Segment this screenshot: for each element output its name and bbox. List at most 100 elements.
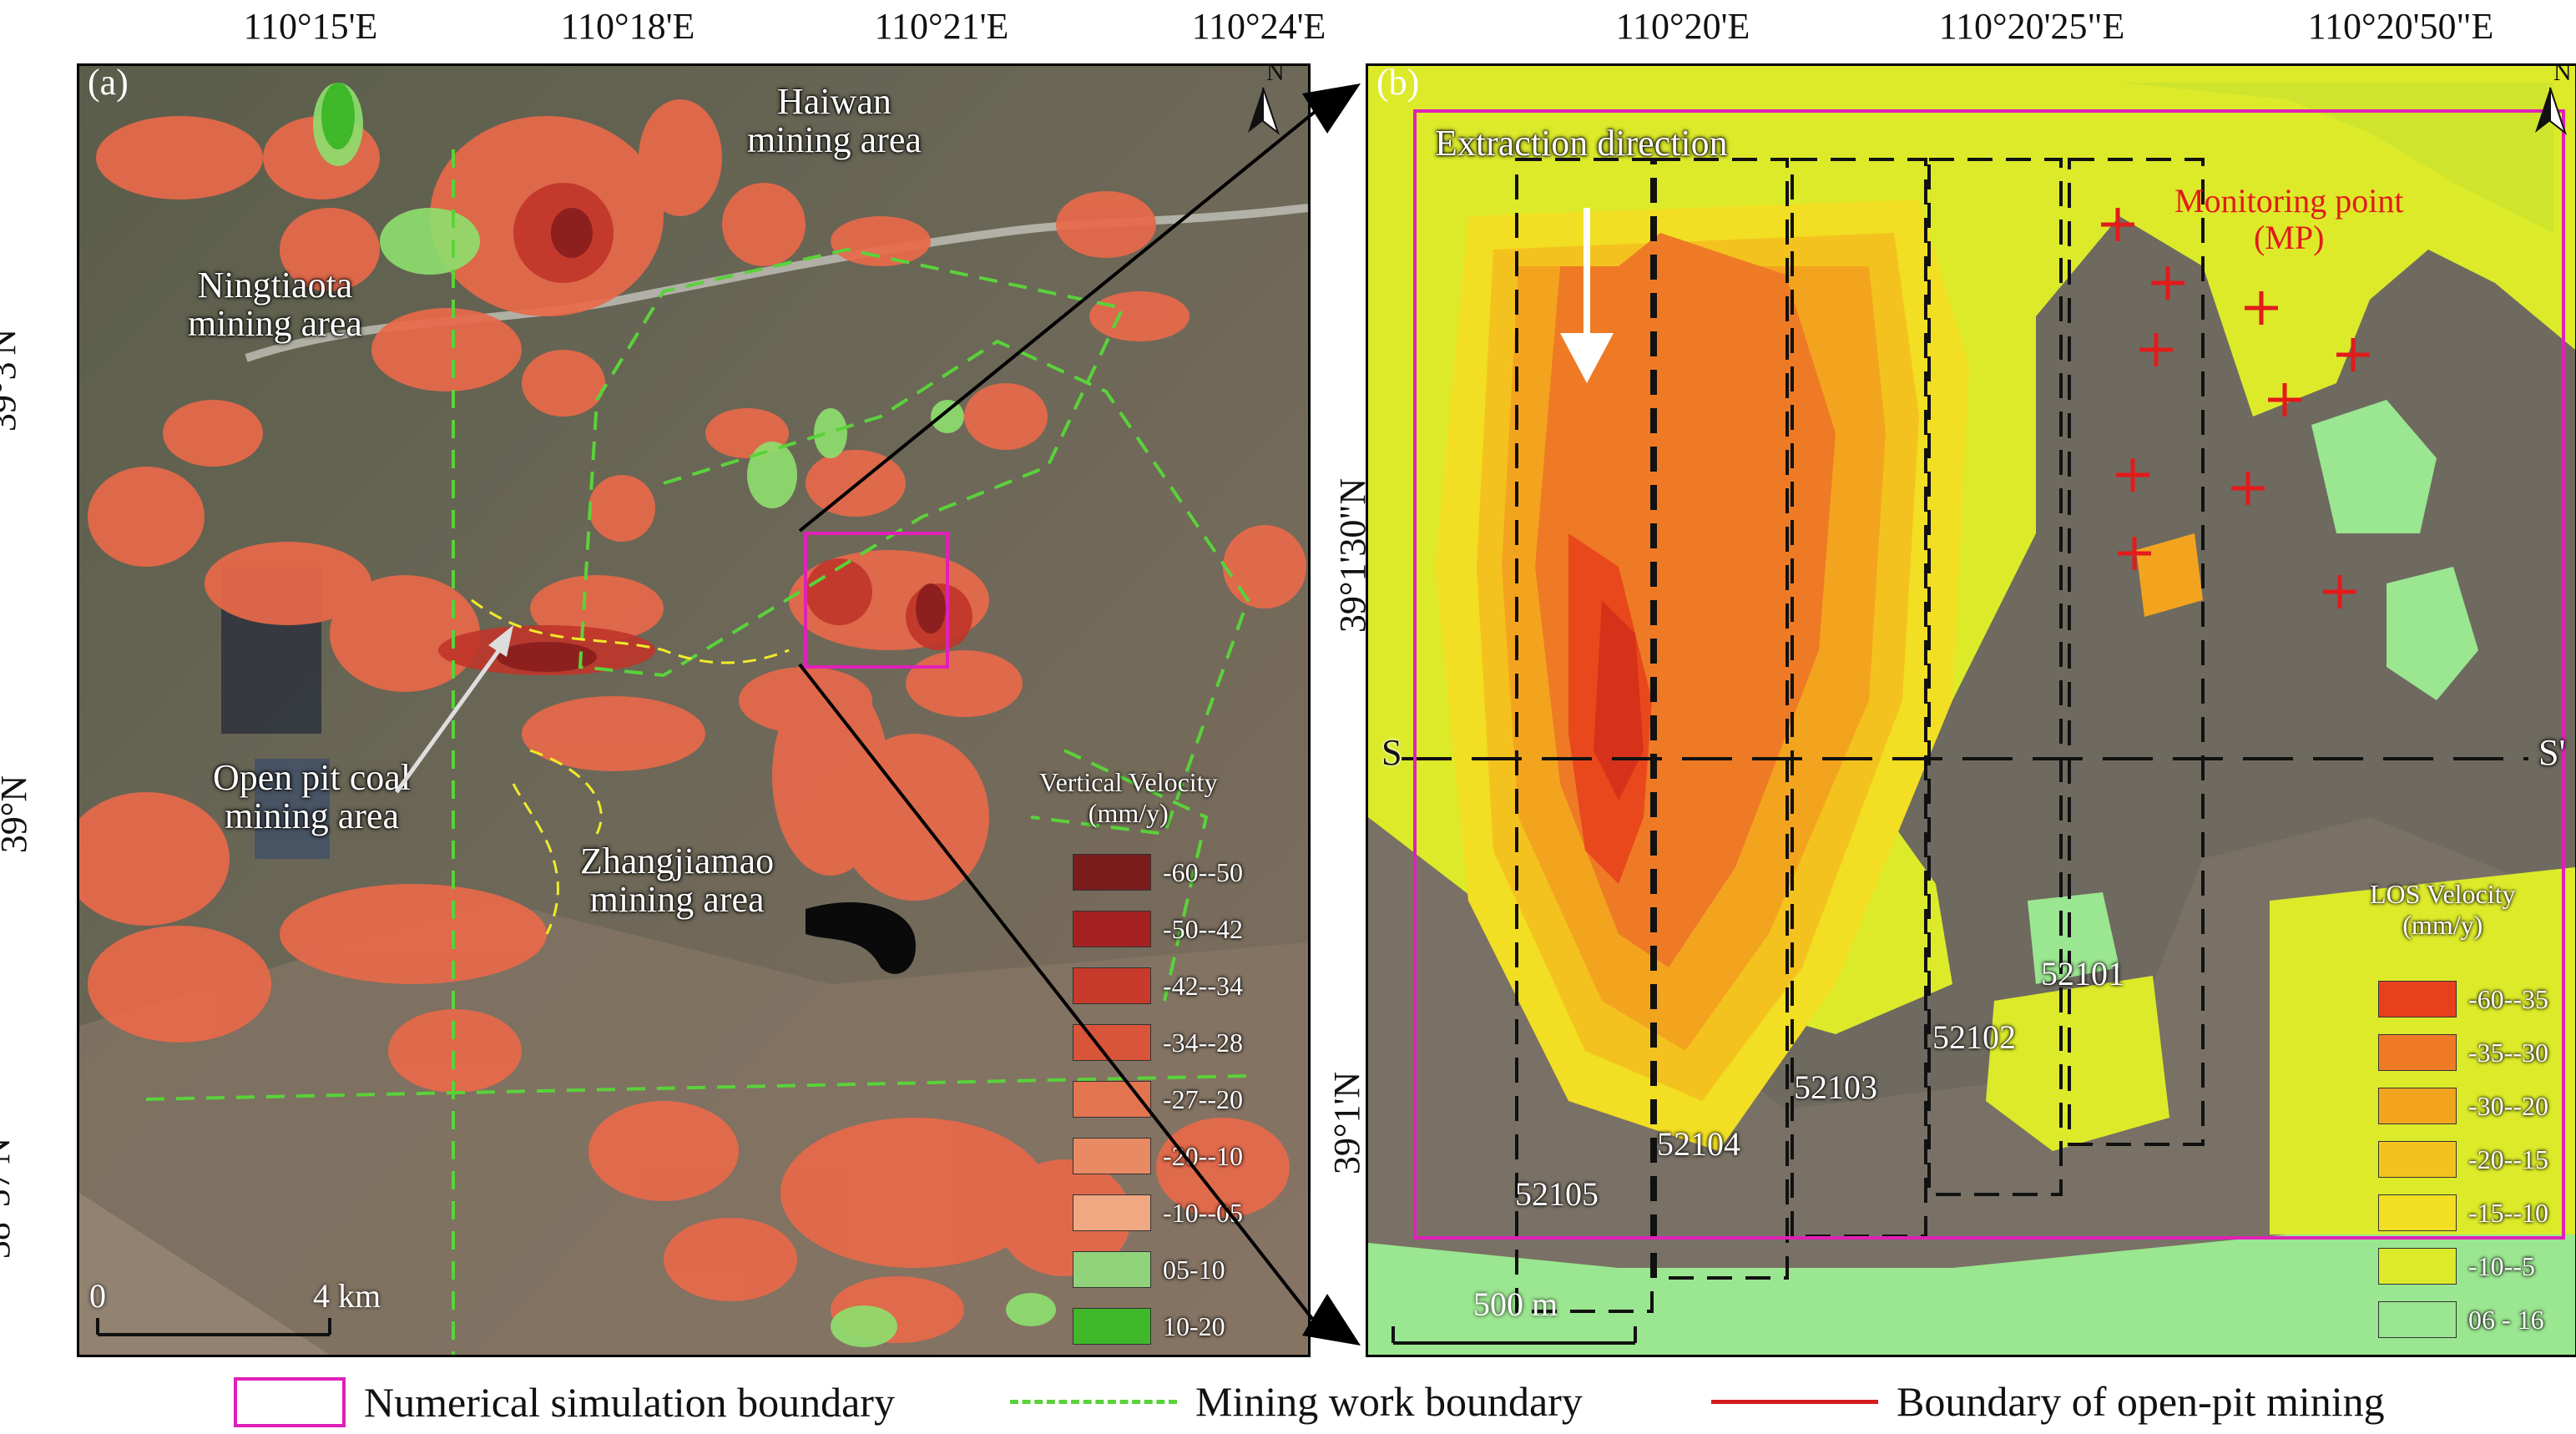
panel-a-legend-item: -20--10 [1073,1138,1243,1174]
panel-a-legend-swatch [1073,1308,1151,1345]
panel-b-legend-item: -15--10 [2378,1194,2548,1231]
working-faces [1515,158,2205,1313]
mining-work-boundary [145,149,1250,1355]
panel-b-legend-label: 06 - 16 [2468,1304,2544,1335]
panel-b-legend-item: -30--20 [2378,1088,2548,1124]
extraction-direction-arrow [1560,208,1614,383]
panel-b-legend-label: -10--5 [2468,1250,2535,1281]
panel-a-legend-swatch [1073,1138,1151,1174]
legend-openpit-boundary: Boundary of open-pit mining [1711,1377,2385,1426]
panel-a-legend-label: -50--42 [1163,913,1243,944]
panel-b-tag: (b) [1376,63,1420,103]
legend-work-label: Mining work boundary [1195,1378,1583,1425]
monitoring-points [2101,208,2370,608]
panel-a-legend-swatch [1073,1251,1151,1288]
simulation-boundary [804,532,949,669]
panel-b-scalebar [1392,1326,1637,1345]
bottom-legend: Numerical simulation boundary Mining wor… [0,1377,2576,1427]
panel-a-north-arrow [1248,87,1280,135]
panel-a-legend-swatch [1073,967,1151,1004]
panel-b-north-label: N [2553,63,2572,86]
panel-b-legend-label: -15--10 [2468,1197,2548,1228]
panel-b-legend-swatch [2378,1088,2457,1124]
panel-a-lon-tick: 110°18'E [560,6,695,47]
panel-a-map: (a) N Haiwan mining area Ningtiaota mini… [77,63,1311,1357]
place-zhangjiamao: Zhangjiamao mining area [580,841,775,921]
section-end-label: S' [2538,732,2566,773]
monitoring-point-label: Monitoring point (MP) [2174,182,2404,256]
panel-a-legend-swatch [1073,1024,1151,1061]
panel-b-legend-label: -35--30 [2468,1037,2548,1068]
section-start-label: S [1381,732,1402,773]
panel-b-legend-swatch [2378,1301,2457,1338]
legend-work-boundary: Mining work boundary [1010,1377,1583,1426]
panel-b-legend-item: -20--15 [2378,1141,2548,1178]
panel-b-map: (b) N Extraction direction Monitoring po… [1366,63,2576,1357]
panel-b-legend-title: LOS Velocity (mm/y) [2370,879,2516,940]
panel-a-legend-title: Vertical Velocity (mm/y) [1039,767,1218,828]
panel-a-lon-tick: 110°24'E [1191,6,1326,47]
panel-a-legend-label: 05-10 [1163,1254,1225,1285]
panel-b-legend-swatch [2378,1194,2457,1231]
simulation-boundary-swatch [234,1377,346,1427]
working-face-52101: 52101 [2041,955,2124,992]
panel-a-legend-swatch [1073,911,1151,947]
panel-a-north-label: N [1266,63,1285,86]
panel-a-legend-item: -10--05 [1073,1194,1243,1231]
panel-a-legend-swatch [1073,1081,1151,1118]
panel-b-north-arrow [2535,87,2567,135]
panel-a-legend-label: -42--34 [1163,970,1243,1001]
panel-a-legend-swatch [1073,1194,1151,1231]
pointer-arrow-icon [394,625,513,794]
panel-a-legend-item: -50--42 [1073,911,1243,947]
panel-a-legend-label: 10-20 [1163,1310,1225,1341]
panel-a-lon-tick: 110°21'E [874,6,1009,47]
panel-b-legend-swatch [2378,981,2457,1017]
panel-a-legend-label: -60--50 [1163,856,1243,887]
panel-b-legend-swatch [2378,1034,2457,1071]
openpit-boundary-swatch [1711,1399,1878,1404]
panel-a-legend-swatch [1073,854,1151,891]
legend-simulation-label: Numerical simulation boundary [364,1379,895,1426]
panel-b-basemap [1368,66,2575,1355]
extraction-direction-label: Extraction direction [1435,123,1728,164]
work-boundary-swatch [1010,1399,1177,1404]
panel-a-scale-end: 4 km [313,1277,381,1315]
panel-b-legend-item: -60--35 [2378,981,2548,1017]
legend-openpit-label: Boundary of open-pit mining [1897,1378,2385,1425]
simulation-boundary [1413,109,2565,1240]
working-face-52104: 52104 [1657,1125,1740,1163]
panel-b-legend-label: -20--15 [2468,1144,2548,1174]
place-openpit: Open pit coal mining area [213,757,412,837]
working-face-52105: 52105 [1515,1175,1599,1213]
panel-b-legend-item: 06 - 16 [2378,1301,2544,1338]
panel-b-legend-label: -60--35 [2468,983,2548,1014]
panel-b-legend-label: -30--20 [2468,1090,2548,1121]
panel-b-legend-item: -10--5 [2378,1248,2535,1285]
panel-a-legend-item: -42--34 [1073,967,1243,1004]
panel-b-lon-tick: 110°20'E [1615,6,1750,47]
panel-b-legend-swatch [2378,1141,2457,1178]
panel-a-legend-item: -60--50 [1073,854,1243,891]
working-face-52103: 52103 [1794,1068,1877,1106]
panel-a-scalebar [96,1318,331,1336]
panel-b-lon-tick: 110°20'50"E [2307,6,2494,47]
subsidence-areas [79,99,1306,1343]
place-haiwan: Haiwan mining area [747,81,922,161]
panel-a-legend-label: -34--28 [1163,1027,1243,1058]
panel-a-legend-item: 05-10 [1073,1251,1225,1288]
legend-simulation-boundary: Numerical simulation boundary [234,1377,895,1427]
panel-a-scale-start: 0 [89,1277,106,1315]
panel-a-legend-label: -27--20 [1163,1083,1243,1114]
panel-a-legend-item: -34--28 [1073,1024,1243,1061]
place-ningtiaota: Ningtiaota mining area [188,265,362,345]
working-face-52102: 52102 [1932,1018,2016,1056]
panel-a-legend-item: -27--20 [1073,1081,1243,1118]
panel-b-scale-label: 500 m [1473,1285,1558,1323]
panel-a-lon-tick: 110°15'E [243,6,378,47]
panel-a-tag: (a) [88,63,129,103]
panel-b-legend-item: -35--30 [2378,1034,2548,1071]
panel-a-legend-item: 10-20 [1073,1308,1225,1345]
panel-b-lon-tick: 110°20'25"E [1938,6,2125,47]
